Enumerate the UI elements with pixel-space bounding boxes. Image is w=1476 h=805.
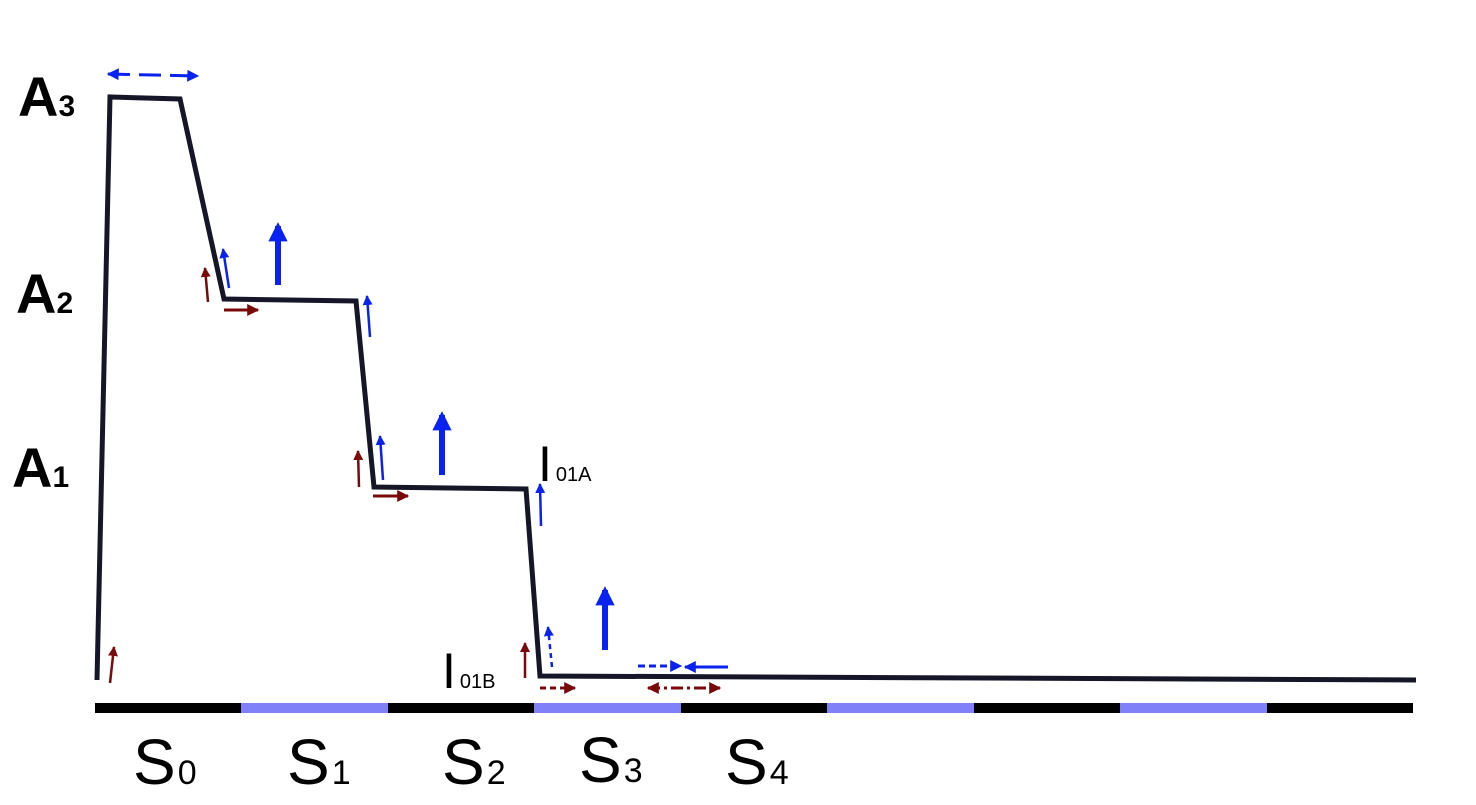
blue-dotted-up-arrow-s3 <box>543 626 554 668</box>
blue-up-arrow-s2-right <box>535 483 546 527</box>
intermediate-label-i01b: I 01B <box>442 643 496 699</box>
axis-segment-1 <box>241 703 388 713</box>
axis-segment-2 <box>388 703 534 713</box>
red-arrows <box>108 267 722 694</box>
axis-segment-8 <box>1267 703 1413 713</box>
level-label-a1: A1 <box>12 436 69 499</box>
blue-double-arrow-a3 <box>106 68 200 82</box>
segment-label-s0: S0 <box>133 726 197 798</box>
red-up-arrow-s0 <box>108 646 118 684</box>
red-up-arrow-s1-left <box>200 267 211 303</box>
segment-label-s2: S2 <box>442 726 506 798</box>
segment-label-s4: S4 <box>725 726 789 798</box>
axis-segment-5 <box>827 703 974 713</box>
axis-segment-4 <box>681 703 827 713</box>
blue-up-arrow-s1-right <box>362 295 373 338</box>
axis-segment-0 <box>95 703 241 713</box>
blue-up-arrow-s2-left <box>375 435 386 481</box>
segment-label-s3: S3 <box>579 724 643 796</box>
segment-axis <box>95 703 1413 713</box>
blue-arrows <box>106 68 728 673</box>
level-label-a2: A2 <box>16 262 73 325</box>
intermediate-label-i01a: I 01A <box>538 436 592 492</box>
axis-segment-6 <box>974 703 1120 713</box>
axis-segment-3 <box>534 703 681 713</box>
profile-line <box>94 94 1417 683</box>
segment-label-s1: S1 <box>287 726 351 798</box>
red-up-arrow-s2-left <box>353 450 364 488</box>
level-label-a3: A3 <box>18 65 75 128</box>
blue-up-arrow-s1-left <box>219 248 231 289</box>
axis-segment-7 <box>1120 703 1267 713</box>
